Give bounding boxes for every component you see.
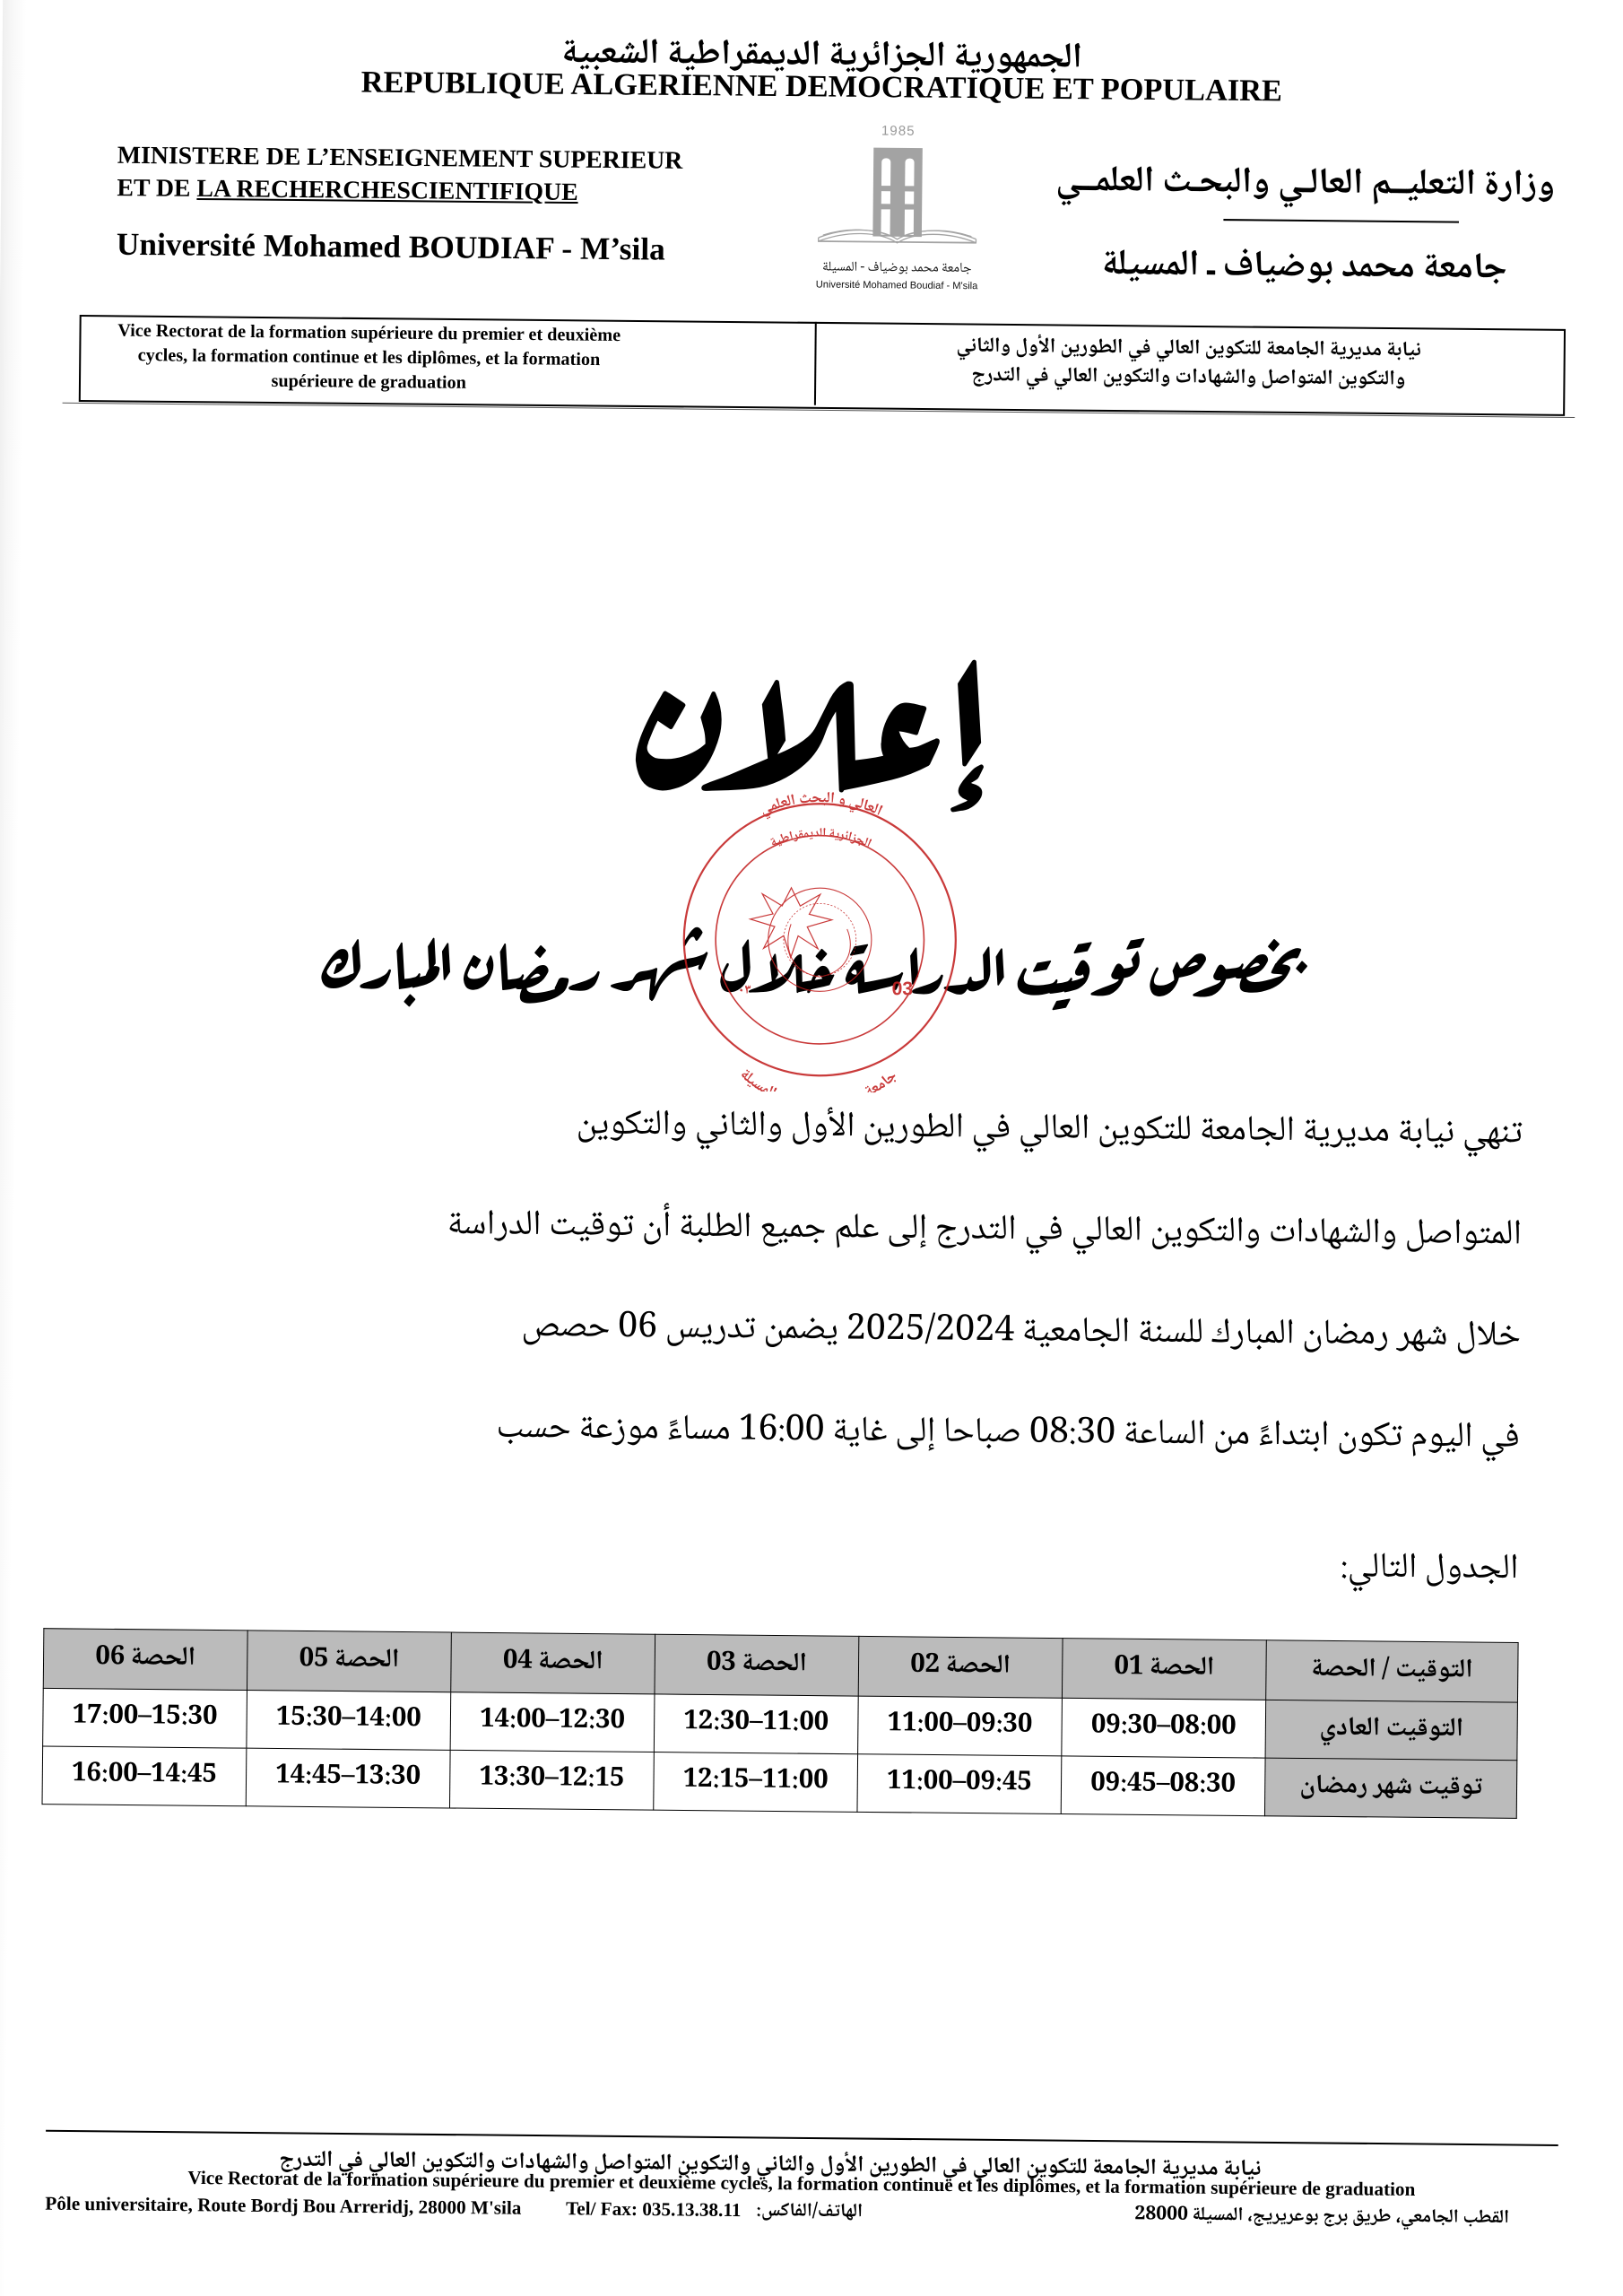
svg-text:03: 03 — [891, 978, 913, 999]
svg-text:٠٣: ٠٣ — [738, 979, 751, 1003]
svg-text:العالي و البحث العلمي: العالي و البحث العلمي — [756, 785, 887, 824]
svg-text:الجزائرية الديمقراطية: الجزائرية الديمقراطية — [767, 822, 875, 855]
